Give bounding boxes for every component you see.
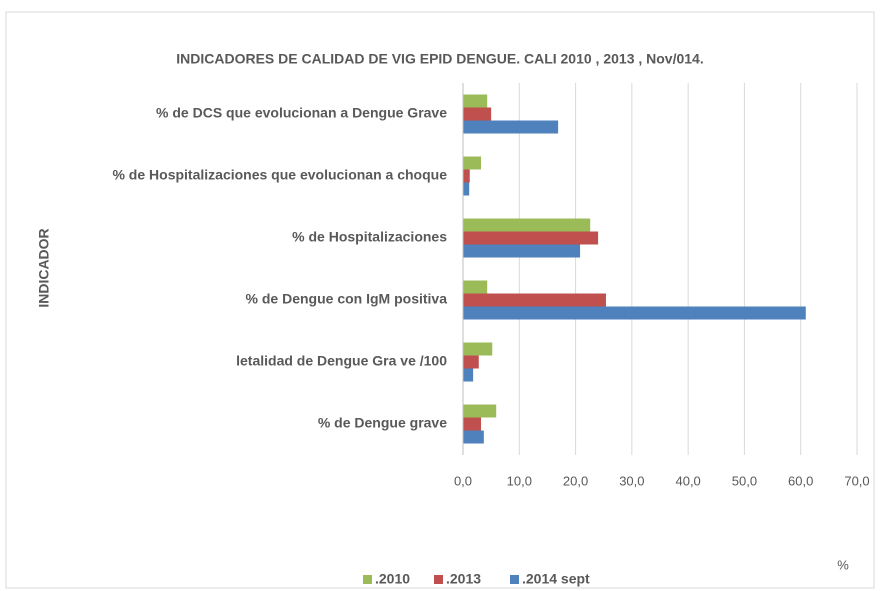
y-tick-label: % de Dengue con IgM positiva bbox=[246, 291, 448, 307]
legend-swatch bbox=[434, 575, 443, 584]
x-tick-label: 70,0 bbox=[844, 473, 869, 488]
bar bbox=[463, 293, 606, 307]
bar bbox=[463, 355, 479, 369]
y-tick-label: % de Hospitalizaciones bbox=[292, 229, 447, 245]
bar bbox=[463, 182, 470, 196]
bar bbox=[463, 417, 482, 431]
y-tick-label: % de Hospitalizaciones que evolucionan a… bbox=[112, 167, 447, 183]
x-tick-label: 10,0 bbox=[507, 473, 532, 488]
x-tick-label: 30,0 bbox=[619, 473, 644, 488]
chart-border bbox=[5, 11, 875, 589]
bar bbox=[463, 430, 484, 444]
legend-label: .2010 bbox=[375, 571, 410, 587]
y-tick-label: % de DCS que evolucionan a Dengue Grave bbox=[156, 105, 447, 121]
bar bbox=[463, 404, 497, 418]
bar bbox=[463, 94, 488, 108]
bar bbox=[463, 280, 488, 294]
x-tick-label: 20,0 bbox=[563, 473, 588, 488]
legend-label: .2014 sept bbox=[522, 571, 590, 587]
bar bbox=[463, 306, 806, 320]
bar bbox=[463, 120, 559, 134]
bar bbox=[463, 244, 581, 258]
bar bbox=[463, 231, 599, 245]
y-axis-title: INDICADOR bbox=[36, 228, 52, 307]
bar bbox=[463, 218, 591, 232]
x-axis-title: % bbox=[837, 557, 849, 572]
x-tick-label: 60,0 bbox=[788, 473, 813, 488]
y-tick-label: letalidad de Dengue Gra ve /100 bbox=[236, 353, 447, 369]
legend-swatch bbox=[510, 575, 519, 584]
x-tick-label: 50,0 bbox=[732, 473, 757, 488]
bar bbox=[463, 156, 482, 170]
bar bbox=[463, 368, 474, 382]
legend-label: .2013 bbox=[446, 571, 481, 587]
bar bbox=[463, 342, 493, 356]
y-tick-label: % de Dengue grave bbox=[318, 415, 447, 431]
chart-title: INDICADORES DE CALIDAD DE VIG EPID DENGU… bbox=[176, 51, 703, 67]
x-tick-label: 40,0 bbox=[675, 473, 700, 488]
legend-swatch bbox=[363, 575, 372, 584]
bar bbox=[463, 107, 492, 121]
bar bbox=[463, 169, 470, 183]
x-tick-label: 0,0 bbox=[454, 473, 472, 488]
